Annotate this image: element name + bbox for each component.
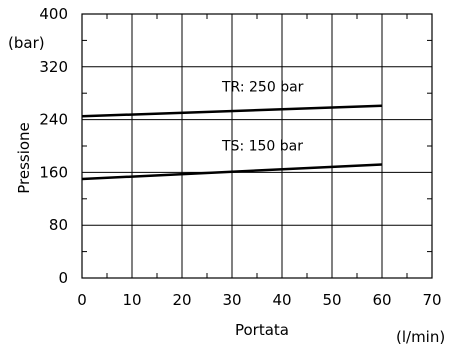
x-tick-labels: 0 10 20 30 40 50 60 70 [77,291,441,309]
series-lines [81,104,383,181]
series-line-0 [81,104,383,118]
x-tick-label: 30 [222,291,241,309]
y-tick-label: 320 [39,58,68,76]
series-label-1: TS: 150 bar [221,138,303,154]
x-tick-label: 50 [322,291,341,309]
y-tick-label: 160 [39,163,68,181]
x-tick-label: 60 [372,291,391,309]
y-tick-label: 0 [58,269,68,287]
y-tick-labels: 0 80 160 240 320 400 [39,5,68,287]
series-line-1 [81,163,383,181]
x-tick-label: 20 [172,291,191,309]
x-tick-label: 40 [272,291,291,309]
x-tick-label: 0 [77,291,87,309]
y-unit-label: (bar) [8,34,45,52]
series-label-0: TR: 250 bar [221,80,304,96]
y-axis-label: Pressione [15,122,33,194]
minor-ticks [82,14,432,278]
x-tick-label: 10 [122,291,141,309]
series-labels: TR: 250 bar TS: 150 bar [221,80,304,155]
y-tick-label: 80 [49,216,68,234]
x-axis-label: Portata [235,321,289,339]
x-tick-label: 70 [422,291,441,309]
y-tick-label: 400 [39,5,68,23]
x-unit-label: (l/min) [396,328,445,346]
y-tick-label: 240 [39,111,68,129]
